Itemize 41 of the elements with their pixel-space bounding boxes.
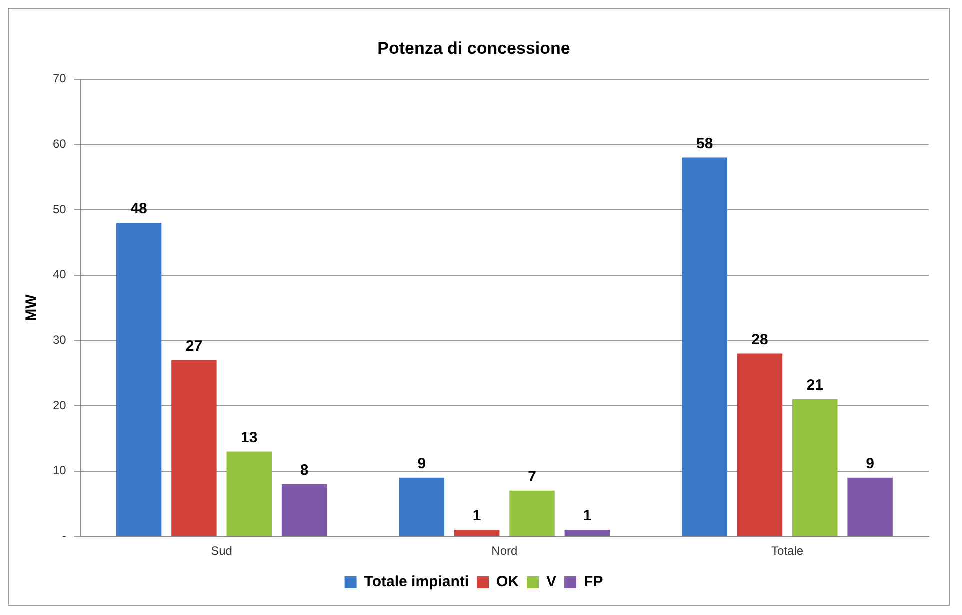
data-label: 9 (418, 455, 426, 472)
data-label: 8 (300, 462, 309, 479)
data-label: 21 (806, 377, 824, 394)
y-tick-label: 40 (52, 268, 67, 282)
legend-label: Totale impianti (364, 574, 470, 591)
data-label: 7 (528, 468, 536, 486)
x-tick-label: Nord (492, 544, 518, 558)
data-label: 9 (866, 455, 874, 472)
data-label: 28 (752, 331, 768, 348)
chart-title: Potenza di concessione (378, 38, 570, 58)
bar (792, 399, 838, 536)
y-tick-label: 20 (52, 398, 67, 412)
y-tick-label: 30 (52, 332, 67, 347)
bar (116, 223, 162, 536)
bar (564, 530, 610, 536)
y-tick-label: 60 (52, 137, 67, 152)
data-label: 13 (241, 429, 258, 446)
data-label: 1 (472, 508, 482, 525)
bar (682, 158, 728, 536)
y-tick-label: 50 (52, 202, 67, 216)
bar (282, 484, 328, 536)
y-tick-label: 70 (52, 72, 67, 86)
bar (737, 354, 783, 536)
bar (226, 452, 272, 536)
y-tick-label: - (62, 528, 66, 543)
y-tick-label: 10 (52, 464, 67, 478)
data-label: 27 (186, 338, 203, 355)
bar (848, 478, 893, 536)
data-label: 58 (696, 135, 714, 152)
data-label: 48 (130, 200, 148, 218)
legend-label: FP (584, 574, 604, 591)
y-axis-title: MW (23, 294, 40, 322)
bar (510, 490, 555, 536)
legend-label: V (546, 574, 557, 591)
bar (399, 478, 445, 536)
data-label: 1 (583, 508, 592, 525)
x-tick-label: Totale (772, 544, 804, 558)
bar (454, 530, 500, 536)
x-tick-label: Sud (211, 544, 232, 558)
legend-label: OK (496, 574, 520, 591)
bar (172, 360, 217, 536)
